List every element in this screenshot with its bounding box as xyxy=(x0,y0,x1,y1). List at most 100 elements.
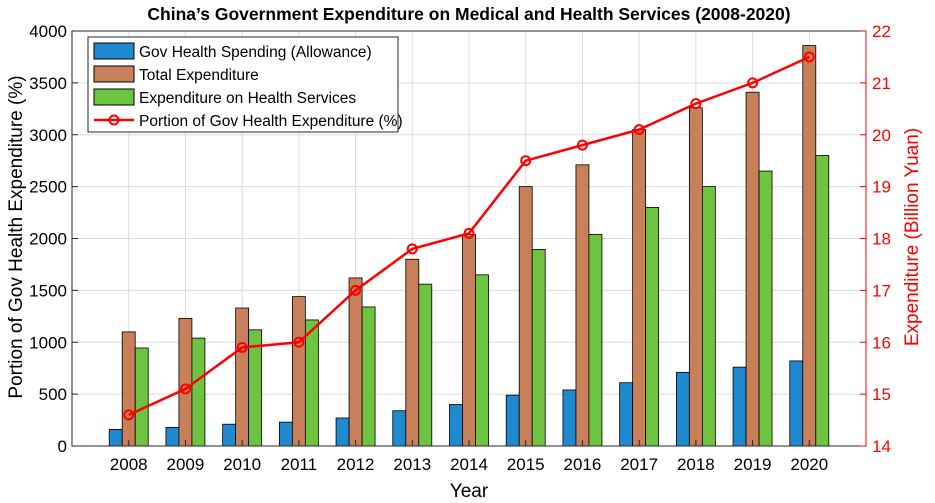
bar-total-expenditure xyxy=(802,45,817,447)
line-point xyxy=(123,409,135,421)
bar-total-expenditure xyxy=(178,317,193,447)
x-tick-label: 2013 xyxy=(393,455,431,474)
line-point xyxy=(350,284,362,296)
y-left-tick-label: 4000 xyxy=(29,22,67,41)
legend-swatch-health-services xyxy=(93,88,135,106)
y-left-tick-label: 1000 xyxy=(29,333,67,352)
line-point xyxy=(236,341,248,353)
y-right-tick-label: 22 xyxy=(872,22,891,41)
bar-gov-spending xyxy=(278,421,293,447)
legend-entry-total: Total Expenditure xyxy=(93,65,259,84)
bar-gov-spending xyxy=(335,417,350,447)
bar-gov-spending xyxy=(505,394,520,447)
bar-health-services xyxy=(191,337,206,447)
bar-gov-spending xyxy=(789,360,804,447)
bar-health-services xyxy=(645,206,660,447)
bar-total-expenditure xyxy=(235,307,250,447)
x-tick-label: 2016 xyxy=(564,455,602,474)
line-point xyxy=(803,51,815,63)
bar-gov-spending xyxy=(619,382,634,447)
bar-total-expenditure xyxy=(121,331,136,447)
bar-health-services xyxy=(304,319,319,447)
bar-health-services xyxy=(588,233,603,447)
legend-label-gov-spending: Gov Health Spending (Allowance) xyxy=(139,44,372,61)
bar-gov-spending xyxy=(449,404,463,447)
bar-health-services xyxy=(418,283,433,447)
bar-total-expenditure xyxy=(745,91,760,447)
bar-health-services xyxy=(815,155,830,447)
x-tick-label: 2019 xyxy=(734,455,772,474)
y-right-tick-label: 15 xyxy=(872,385,891,404)
line-point xyxy=(747,77,759,89)
bar-gov-spending xyxy=(562,389,577,447)
x-tick-label: 2015 xyxy=(507,455,545,474)
line-point xyxy=(576,139,588,151)
x-tick-label: 2008 xyxy=(110,455,148,474)
legend-box xyxy=(87,36,399,133)
bars xyxy=(108,45,830,447)
bar-health-services xyxy=(134,347,149,447)
legend-swatch-total xyxy=(93,65,135,83)
x-tick-label: 2012 xyxy=(337,455,375,474)
bar-gov-spending xyxy=(222,423,237,447)
x-tick-label: 2009 xyxy=(167,455,205,474)
legend-marker-portion xyxy=(108,114,120,126)
y-right-tick-label: 17 xyxy=(872,281,891,300)
bar-total-expenditure xyxy=(688,107,703,447)
bar-health-services xyxy=(701,186,716,447)
x-axis-label: Year xyxy=(450,481,489,502)
y-right-tick-label: 14 xyxy=(872,437,891,456)
x-tick-label: 2014 xyxy=(450,455,488,474)
bar-total-expenditure xyxy=(405,258,420,447)
bar-health-services xyxy=(758,170,773,447)
bar-total-expenditure xyxy=(348,277,363,447)
y-axis-right-label: Expenditure (Billion Yuan) xyxy=(902,128,923,346)
bar-health-services xyxy=(361,306,376,447)
x-tick-label: 2011 xyxy=(281,455,318,474)
bar-total-expenditure xyxy=(632,129,647,447)
line-point xyxy=(179,383,191,395)
line-point xyxy=(406,243,418,255)
legend-swatch-gov-spending xyxy=(93,42,135,60)
bar-gov-spending xyxy=(392,410,407,447)
bar-total-expenditure xyxy=(518,186,533,447)
y-axis-left-label: Portion of Gov Health Expenditure (%) xyxy=(6,75,27,398)
legend-label-portion: Portion of Gov Health Expenditure (%) xyxy=(139,113,403,130)
y-right-tick-label: 19 xyxy=(872,178,891,197)
line-point xyxy=(520,155,532,167)
y-left-tick-label: 1500 xyxy=(29,281,67,300)
y-right-tick-label: 18 xyxy=(872,230,891,249)
bar-total-expenditure xyxy=(462,233,476,447)
x-tick-label: 2017 xyxy=(620,455,658,474)
bar-gov-spending xyxy=(732,366,747,447)
y-left-tick-label: 500 xyxy=(39,385,67,404)
bar-gov-spending xyxy=(108,428,123,447)
bar-total-expenditure xyxy=(291,296,306,447)
bar-health-services xyxy=(531,248,546,447)
y-right-tick-label: 21 xyxy=(872,74,891,93)
legend-entry-health-services: Expenditure on Health Services xyxy=(93,88,356,107)
bar-gov-spending xyxy=(165,426,180,447)
line-series xyxy=(123,51,815,421)
line-point xyxy=(293,336,305,348)
bar-health-services xyxy=(475,274,489,447)
legend-label-health-services: Expenditure on Health Services xyxy=(139,90,356,107)
line-portion-gov-health xyxy=(128,55,810,417)
y-left-tick-label: 3500 xyxy=(29,74,67,93)
y-left-tick-label: 2000 xyxy=(29,230,67,249)
legend-entry-gov-spending: Gov Health Spending (Allowance) xyxy=(93,42,372,61)
line-point xyxy=(463,227,475,239)
y-left-tick-label: 2500 xyxy=(29,178,67,197)
y-left-tick-label: 0 xyxy=(58,437,67,456)
x-tick-label: 2018 xyxy=(677,455,715,474)
axes: 0 500 1000 1500 2000 2500 3000 3500 4000 14 15 16 17… xyxy=(29,22,891,474)
y-right-tick-label: 16 xyxy=(872,333,891,352)
bar-total-expenditure xyxy=(575,164,590,447)
x-tick-label: 2010 xyxy=(223,455,261,474)
bar-gov-spending xyxy=(675,371,690,447)
line-point xyxy=(633,124,645,136)
legend-label-total: Total Expenditure xyxy=(139,67,259,84)
x-tick-label: 2020 xyxy=(790,455,828,474)
legend-entry-portion: Portion of Gov Health Expenditure (%) xyxy=(94,113,403,130)
